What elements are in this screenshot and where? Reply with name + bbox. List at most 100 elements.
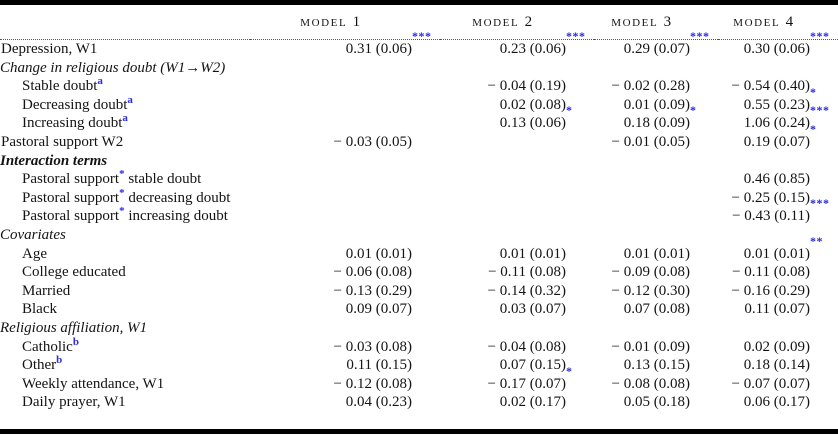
coefficient-value: − 0.25 (0.15) <box>731 189 810 206</box>
coefficient-value: 0.04 (0.23) <box>345 394 412 411</box>
section-header: Covariates <box>0 226 66 243</box>
footnote-marker: b <box>72 335 79 348</box>
coefficient-cell: 0.06 (0.17) <box>718 393 838 412</box>
footnote-marker: a <box>97 75 103 88</box>
row-label: Stable doubta <box>22 75 103 95</box>
coefficient-cell: − 0.06 (0.08) <box>250 263 440 282</box>
coefficient-cell <box>250 114 440 133</box>
table-row: Age 0.01 (0.01) 0.01 (0.01) 0.01 (0.01) 0.01… <box>0 235 838 264</box>
coefficient-value: 0.09 (0.07) <box>345 301 412 318</box>
coefficient-value: 0.06 (0.17) <box>743 394 810 411</box>
table-row: Pastoral support* increasing doubt − 0.43… <box>0 197 838 226</box>
coefficient-cell: − 0.25 (0.15) <box>718 189 838 208</box>
table-row: Pastoral support* stable doubt 0.46 (0.85… <box>0 168 838 189</box>
coefficient-value: − 0.09 (0.08) <box>611 264 690 281</box>
coefficient-cell <box>250 189 440 208</box>
coefficient-cell: − 0.14 (0.32) <box>440 282 594 301</box>
section-header: Interaction terms <box>0 152 108 169</box>
coefficient-cell: − 0.11 (0.08) <box>718 263 838 282</box>
coefficient-value: − 0.08 (0.08) <box>611 375 690 392</box>
coefficient-value: 0.31 (0.06) *** <box>345 29 432 57</box>
table-row: Stable doubta − 0.04 (0.19) − 0.02 (0.28) −… <box>0 75 838 96</box>
coefficient-value: 0.55 (0.23) * <box>743 84 817 113</box>
table-row: Otherb 0.11 (0.15) 0.07 (0.15) 0.13 (0.15) 0… <box>0 354 838 375</box>
coefficient-cell: − 0.16 (0.29) <box>718 282 838 301</box>
regression-results-table: model 1 model 2 model 3 model 4 Depression,… <box>0 5 838 412</box>
footnote-marker: b <box>56 354 63 367</box>
table-row: Catholicb − 0.03 (0.08) − 0.04 (0.08) − 0.0… <box>0 335 838 357</box>
significance-stars: * <box>810 121 817 136</box>
coefficient-cell: 0.46 (0.85) <box>718 170 838 189</box>
coefficient-cell: − 0.03 (0.05) <box>250 133 440 152</box>
significance-stars: *** <box>810 103 830 118</box>
coefficient-cell: 0.03 (0.07) <box>440 300 594 319</box>
coefficient-value: 0.01 (0.01) <box>345 245 412 262</box>
table-header: model 1 model 2 model 3 model 4 <box>0 5 838 40</box>
coefficient-value: − 0.16 (0.29) <box>731 282 810 299</box>
table-row: Depression, W1 0.31 (0.06) *** 0.23 (0.06) *… <box>0 29 838 59</box>
row-label: College educated <box>22 264 126 281</box>
top-rule <box>0 0 838 5</box>
significance-stars: *** <box>690 29 710 43</box>
row-label: Married <box>22 282 71 299</box>
coefficient-value: − 0.17 (0.07) * <box>487 363 573 392</box>
coefficient-value: 0.19 (0.07) * <box>743 121 817 150</box>
coefficient-value: 0.05 (0.18) <box>623 394 690 411</box>
interaction-star: * <box>119 186 125 199</box>
significance-stars: * <box>566 103 573 118</box>
coefficient-cell: 0.23 (0.06) *** <box>440 30 594 59</box>
table-row: Pastoral support* decreasing doubt − 0.25… <box>0 186 838 208</box>
row-label: Increasing doubta <box>22 112 128 132</box>
coefficient-cell: 0.13 (0.15) <box>594 356 718 375</box>
coefficient-cell: − 0.07 (0.07) <box>718 375 838 394</box>
table-row: Covariates <box>0 226 838 245</box>
row-label: Pastoral support* stable doubt <box>22 168 202 188</box>
coefficient-cell: 0.05 (0.18) <box>594 393 718 412</box>
coefficient-cell: 0.02 (0.08) <box>440 96 594 115</box>
significance-stars: ** <box>810 233 823 248</box>
coefficient-value: 0.07 (0.08) <box>623 301 690 318</box>
coefficient-value: 0.30 (0.06) *** <box>743 29 830 57</box>
table-row: Pastoral support W2 − 0.03 (0.05) − 0.01 (… <box>0 121 838 152</box>
coefficient-cell: 0.18 (0.14) <box>718 356 838 375</box>
coefficient-cell <box>594 207 718 226</box>
coefficient-cell: − 0.54 (0.40) <box>718 77 838 96</box>
table-row: Married − 0.13 (0.29) − 0.14 (0.32) − 0.12 … <box>0 282 838 301</box>
coefficient-cell: − 0.11 (0.08) <box>440 263 594 282</box>
coefficient-cell: − 0.13 (0.29) <box>250 282 440 301</box>
table-row: Increasing doubta 0.13 (0.06) * 0.18 (0.09)… <box>0 103 838 133</box>
coefficient-value: − 0.01 (0.09) <box>611 338 690 355</box>
table-row: Decreasing doubta 0.02 (0.08) 0.01 (0.09) 0… <box>0 84 838 115</box>
coefficient-cell: 0.19 (0.07) * <box>718 121 838 152</box>
table-row: Change in religious doubt (W1→W2) <box>0 59 838 78</box>
significance-stars: * <box>690 103 697 118</box>
coefficient-cell: 0.01 (0.01) <box>440 245 594 264</box>
coefficient-cell: 0.01 (0.01) <box>594 245 718 264</box>
coefficient-cell: − 0.12 (0.30) <box>594 282 718 301</box>
coefficient-value: − 0.11 (0.08) <box>732 264 810 281</box>
coefficient-cell: 0.01 (0.01) ** <box>718 235 838 264</box>
coefficient-value: − 0.04 (0.19) <box>487 78 566 95</box>
coefficient-value: 1.06 (0.24) *** <box>743 103 830 132</box>
table-row: College educated − 0.06 (0.08) − 0.11 (0.0… <box>0 263 838 282</box>
significance-stars: *** <box>412 29 432 43</box>
coefficient-cell: − 0.17 (0.07) * <box>440 363 594 394</box>
coefficient-cell <box>594 170 718 189</box>
coefficient-cell: − 0.04 (0.08) <box>440 338 594 357</box>
coefficient-cell: 0.55 (0.23) * <box>718 84 838 115</box>
coefficient-value: − 0.03 (0.08) <box>333 338 412 355</box>
table-row: Religious affiliation, W1 <box>0 319 838 338</box>
coefficient-value: 0.03 (0.07) <box>499 301 566 318</box>
coefficient-value: − 0.07 (0.07) <box>731 375 810 392</box>
coefficient-value: 0.29 (0.07) *** <box>623 29 710 57</box>
coefficient-value: 0.13 (0.06) * <box>499 103 573 132</box>
bottom-rule <box>0 428 838 434</box>
row-label: Decreasing doubta <box>22 93 133 113</box>
coefficient-cell: − 0.43 (0.11) *** <box>718 197 838 226</box>
coefficient-value: 0.02 (0.17) <box>499 394 566 411</box>
coefficient-value: 0.02 (0.09) <box>743 338 810 355</box>
coefficient-cell: − 0.02 (0.28) <box>594 77 718 96</box>
significance-stars: * <box>810 84 817 99</box>
coefficient-cell: − 0.03 (0.08) <box>250 338 440 357</box>
row-label: Pastoral support* increasing doubt <box>22 205 228 225</box>
